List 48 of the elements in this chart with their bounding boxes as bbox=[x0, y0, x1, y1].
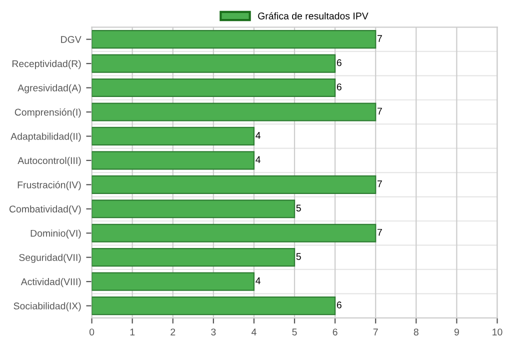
legend-label: Gráfica de resultados IPV bbox=[258, 12, 368, 20]
data-label: 6 bbox=[336, 59, 342, 66]
bar bbox=[92, 175, 376, 194]
y-tick-label: Comprensión(I) bbox=[14, 108, 81, 118]
x-tick-label: 9 bbox=[454, 328, 459, 336]
y-tick-label: Actividad(VIII) bbox=[20, 278, 81, 288]
data-label: 4 bbox=[256, 156, 260, 163]
bar bbox=[92, 200, 296, 218]
data-label: 7 bbox=[378, 108, 382, 114]
bar bbox=[92, 54, 336, 73]
y-tick-label: Seguridad(VII) bbox=[19, 254, 81, 263]
data-label: 4 bbox=[256, 277, 260, 284]
bar bbox=[92, 296, 336, 316]
bar bbox=[92, 151, 255, 170]
x-tick-label: 8 bbox=[414, 328, 418, 336]
y-tick-label: Combatividad(V) bbox=[9, 205, 81, 214]
bar bbox=[92, 248, 296, 267]
y-tick-label: Adaptabilidad(II) bbox=[10, 132, 81, 142]
bar bbox=[92, 272, 255, 291]
bar bbox=[92, 126, 255, 146]
bar bbox=[92, 224, 376, 242]
x-tick-label: 6 bbox=[332, 328, 338, 336]
bar bbox=[92, 78, 336, 98]
data-label: 6 bbox=[336, 83, 342, 90]
x-tick-label: 1 bbox=[130, 328, 135, 336]
data-label: 7 bbox=[378, 180, 382, 188]
x-tick-label: 4 bbox=[252, 328, 256, 336]
data-label: 7 bbox=[378, 228, 382, 236]
y-tick-label: Frustración(IV) bbox=[18, 181, 81, 190]
data-label: 5 bbox=[296, 204, 301, 212]
y-tick-label: Sociabilidad(IX) bbox=[14, 302, 81, 312]
bar bbox=[92, 102, 376, 122]
y-tick-label: Agresividad(A) bbox=[18, 84, 81, 94]
y-tick-label: Autocontrol(III) bbox=[18, 156, 81, 166]
y-tick-label: Receptividad(R) bbox=[12, 60, 81, 70]
data-label: 6 bbox=[336, 302, 342, 308]
x-tick-label: 3 bbox=[211, 328, 216, 336]
data-label: 7 bbox=[378, 35, 382, 42]
bar bbox=[92, 30, 376, 49]
y-tick-label: DGV bbox=[61, 36, 82, 43]
y-tick-label: Dominio(VI) bbox=[30, 230, 81, 239]
data-label: 4 bbox=[256, 132, 260, 139]
x-tick-label: 2 bbox=[170, 328, 176, 336]
x-tick-label: 5 bbox=[292, 328, 297, 336]
x-tick-label: 10 bbox=[492, 328, 502, 336]
data-label: 5 bbox=[296, 253, 301, 260]
x-tick-label: 7 bbox=[373, 328, 378, 336]
x-tick-label: 0 bbox=[89, 328, 94, 336]
